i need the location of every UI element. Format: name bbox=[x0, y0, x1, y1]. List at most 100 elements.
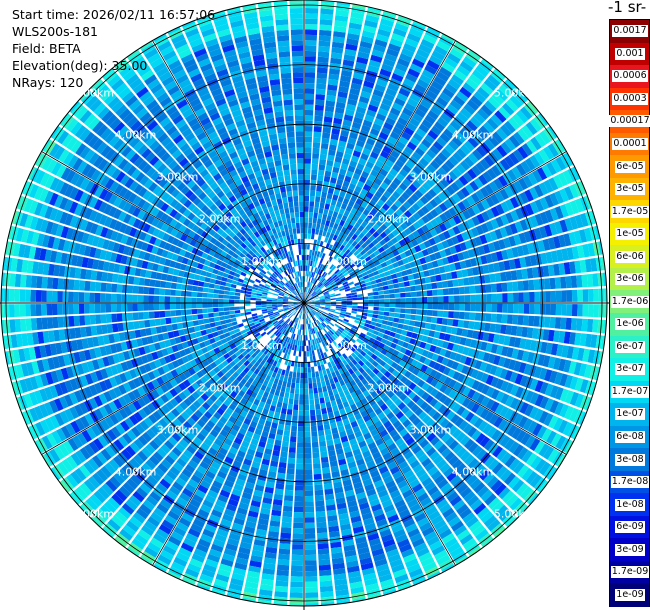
range-gate bbox=[256, 307, 262, 311]
range-gate bbox=[305, 335, 308, 341]
range-gate bbox=[159, 296, 165, 303]
range-gate bbox=[161, 348, 169, 357]
range-gate bbox=[544, 383, 554, 397]
range-gate bbox=[280, 72, 292, 79]
range-gate bbox=[318, 45, 330, 53]
range-gate bbox=[380, 447, 390, 456]
range-gate bbox=[372, 451, 382, 460]
range-gate bbox=[119, 223, 128, 234]
range-gate bbox=[118, 396, 128, 407]
range-gate bbox=[292, 56, 303, 62]
range-gate bbox=[70, 121, 83, 135]
range-gate bbox=[236, 382, 244, 390]
range-gate bbox=[534, 440, 545, 454]
range-gate bbox=[308, 255, 312, 261]
range-gate bbox=[437, 303, 444, 310]
range-gate bbox=[30, 304, 37, 317]
range-gate bbox=[362, 338, 369, 344]
range-gate bbox=[279, 374, 285, 381]
range-gate bbox=[351, 359, 358, 366]
range-gate bbox=[379, 360, 387, 367]
range-gate bbox=[304, 126, 313, 132]
range-gate bbox=[276, 24, 289, 31]
range-gate bbox=[282, 305, 289, 308]
range-gate bbox=[84, 315, 91, 326]
range-gate bbox=[159, 288, 166, 296]
range-gate bbox=[283, 505, 293, 512]
range-gate bbox=[205, 364, 213, 372]
range-gate bbox=[216, 177, 225, 186]
range-gate bbox=[88, 196, 99, 209]
range-gate bbox=[130, 426, 141, 438]
range-gate bbox=[507, 424, 518, 437]
range-gate bbox=[518, 362, 527, 374]
range-gate bbox=[291, 425, 298, 432]
range-gate bbox=[154, 238, 162, 247]
range-gate bbox=[238, 390, 246, 398]
range-gate bbox=[183, 58, 197, 69]
range-gate bbox=[287, 196, 293, 203]
range-gate bbox=[74, 203, 84, 216]
range-gate bbox=[305, 50, 317, 57]
range-gate bbox=[343, 544, 356, 552]
range-gate bbox=[404, 370, 412, 379]
range-gate bbox=[284, 110, 294, 117]
range-gate bbox=[304, 522, 315, 529]
range-gate bbox=[11, 210, 18, 225]
range-gate bbox=[54, 413, 65, 427]
range-gate bbox=[137, 144, 148, 156]
range-gate bbox=[204, 102, 216, 112]
range-gate bbox=[318, 354, 322, 360]
range-gate bbox=[188, 68, 201, 78]
range-gate bbox=[316, 516, 327, 523]
range-gate bbox=[367, 593, 382, 600]
range-gate bbox=[225, 253, 232, 260]
range-gate bbox=[133, 348, 141, 357]
range-gate bbox=[271, 509, 282, 517]
range-gate bbox=[189, 427, 199, 436]
range-gate bbox=[228, 303, 235, 307]
range-gate bbox=[279, 254, 285, 260]
range-gate bbox=[118, 264, 126, 274]
range-gate bbox=[341, 366, 348, 373]
range-gate bbox=[320, 353, 325, 359]
range-gate bbox=[125, 95, 138, 107]
range-gate bbox=[221, 442, 231, 451]
range-gate bbox=[446, 359, 454, 368]
range-gate bbox=[326, 95, 336, 102]
range-gate bbox=[315, 99, 325, 106]
range-gate bbox=[146, 167, 156, 178]
range-gate bbox=[378, 342, 386, 349]
range-gate bbox=[498, 486, 511, 500]
range-gate bbox=[311, 431, 318, 437]
range-gate bbox=[184, 464, 196, 474]
range-gate bbox=[169, 260, 177, 268]
range-gate bbox=[263, 425, 271, 433]
range-gate bbox=[323, 340, 328, 346]
range-gate bbox=[84, 149, 96, 162]
range-gate bbox=[478, 322, 486, 331]
range-gate bbox=[320, 143, 329, 150]
range-gate bbox=[142, 190, 152, 201]
range-gate bbox=[258, 180, 266, 188]
range-gate bbox=[505, 395, 515, 407]
range-gate bbox=[288, 268, 293, 274]
range-gate bbox=[57, 238, 66, 251]
range-gate bbox=[339, 430, 347, 438]
range-gate bbox=[307, 244, 310, 250]
range-gate bbox=[234, 455, 244, 463]
range-gate bbox=[342, 401, 350, 408]
range-gate bbox=[165, 381, 174, 391]
range-gate bbox=[290, 212, 295, 219]
range-gate bbox=[125, 445, 136, 457]
range-gate bbox=[190, 523, 203, 533]
range-gate bbox=[174, 262, 182, 270]
range-gate bbox=[213, 424, 222, 434]
range-gate bbox=[306, 351, 310, 357]
range-gate bbox=[133, 438, 144, 450]
range-gate bbox=[319, 307, 325, 310]
range-gate bbox=[246, 22, 260, 30]
range-gate bbox=[371, 333, 378, 340]
range-gate bbox=[558, 330, 566, 344]
range-gate bbox=[332, 36, 345, 44]
